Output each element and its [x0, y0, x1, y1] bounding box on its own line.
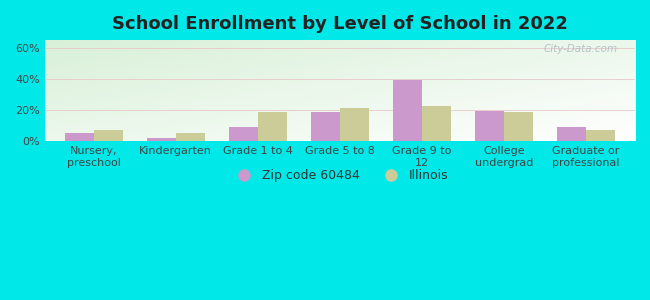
Bar: [94, 130, 122, 141]
Title: School Enrollment by Level of School in 2022: School Enrollment by Level of School in …: [112, 15, 567, 33]
Bar: [340, 109, 369, 141]
Bar: [176, 133, 205, 141]
Bar: [475, 111, 504, 141]
Bar: [65, 133, 94, 141]
Bar: [586, 130, 614, 141]
Bar: [504, 112, 532, 141]
Text: City-Data.com: City-Data.com: [543, 44, 618, 54]
Bar: [557, 127, 586, 141]
Bar: [147, 138, 176, 141]
Bar: [311, 112, 340, 141]
Legend: Zip code 60484, Illinois: Zip code 60484, Illinois: [227, 164, 453, 188]
Bar: [422, 106, 450, 141]
Bar: [229, 127, 258, 141]
Bar: [258, 112, 287, 141]
Bar: [393, 80, 422, 141]
